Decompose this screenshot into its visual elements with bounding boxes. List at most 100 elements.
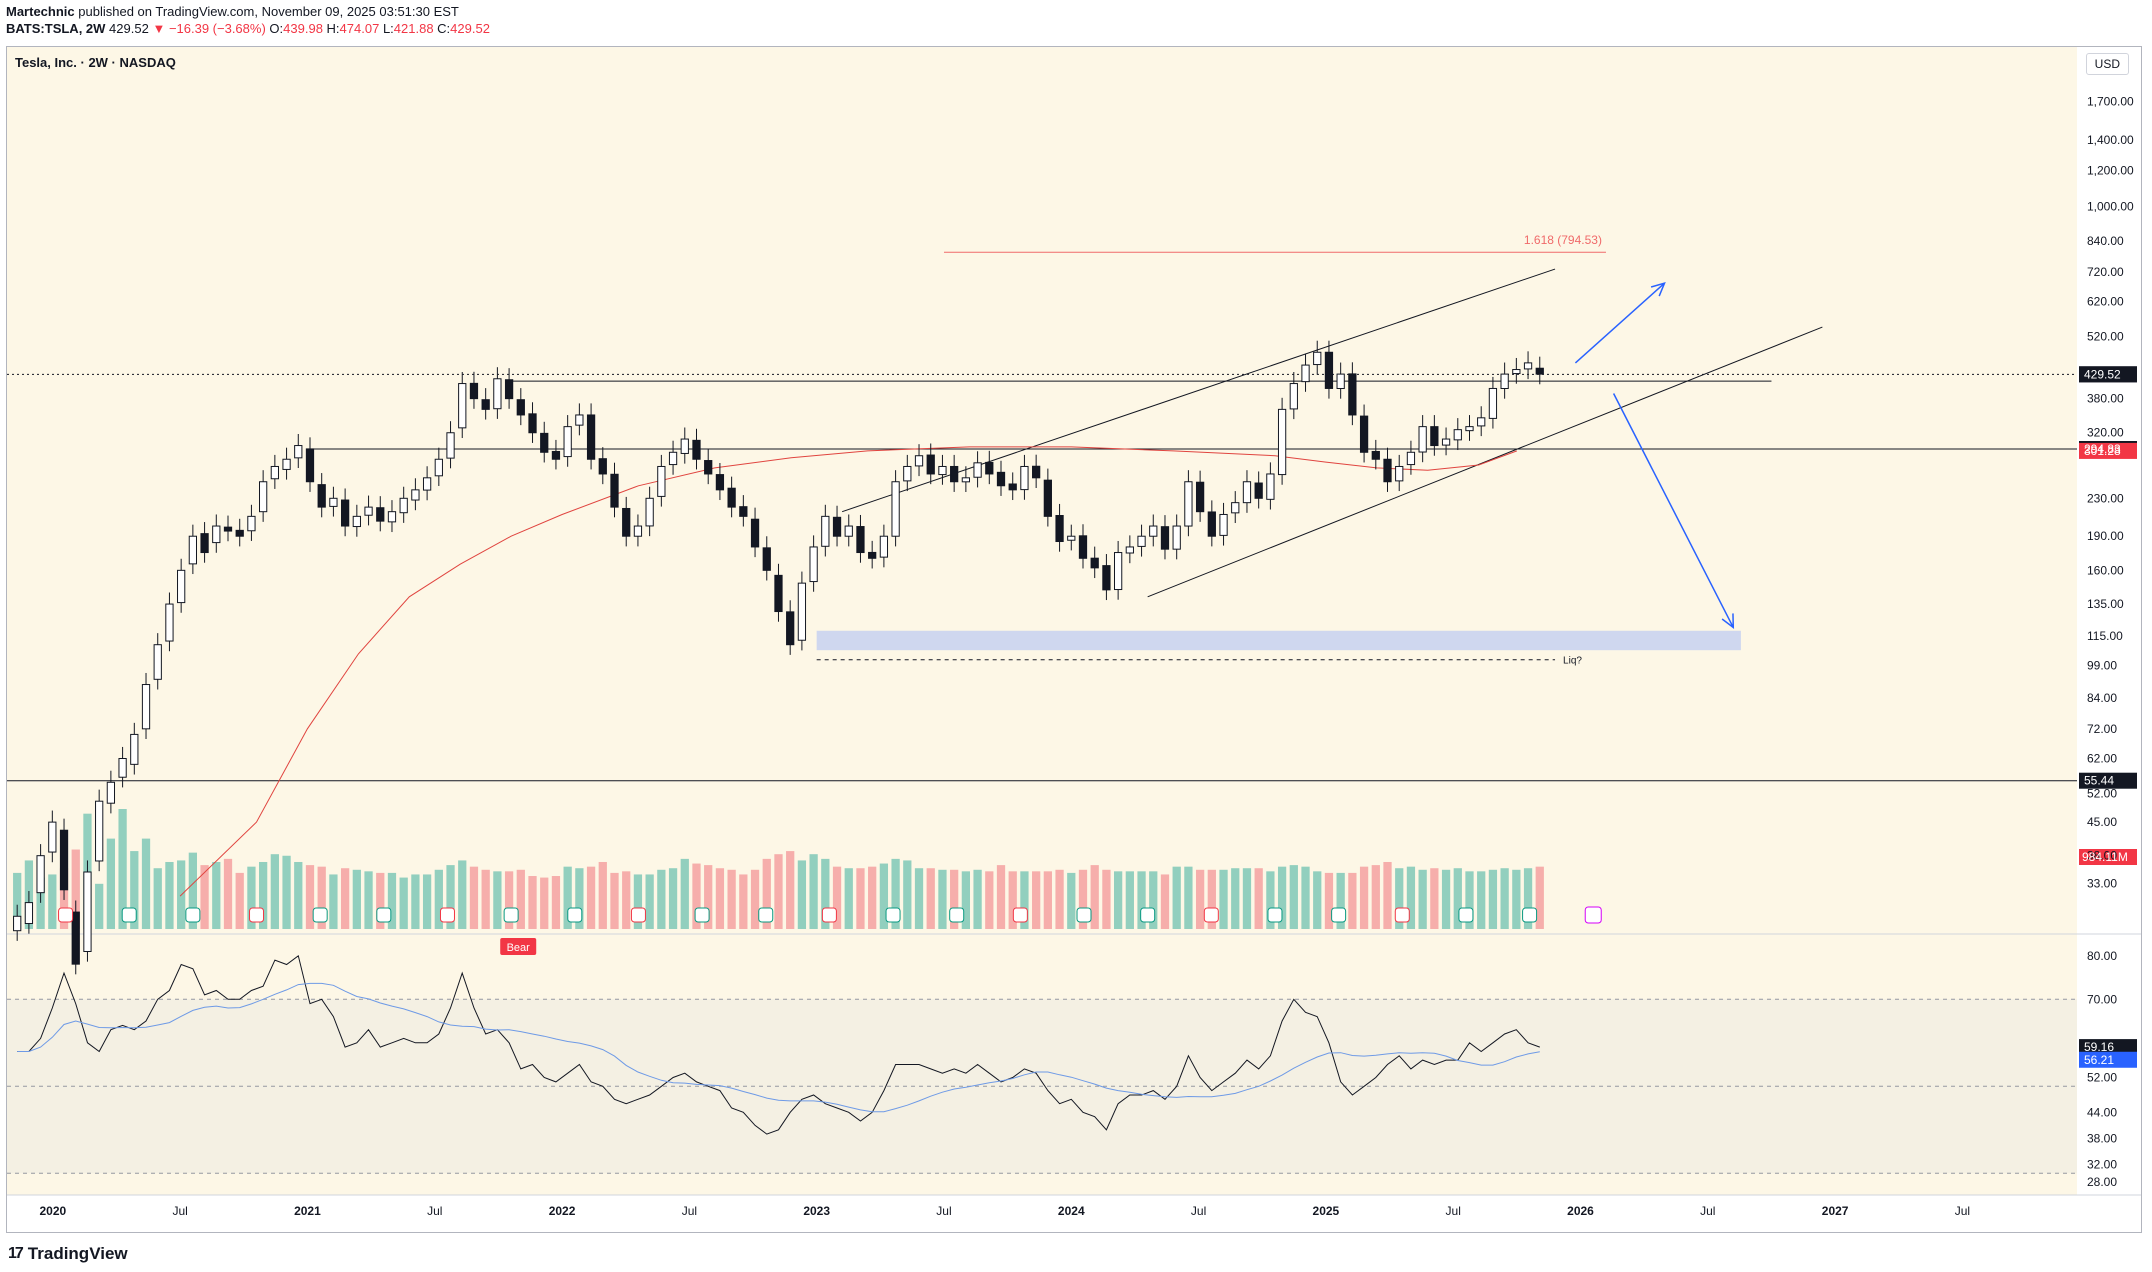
price-change: −16.39 (−3.68%) bbox=[168, 21, 266, 36]
volume-bar bbox=[868, 866, 877, 929]
chart-canvas[interactable]: 1,700.00 1,400.00 1,200.00 1,000.00 840.00 72… bbox=[7, 47, 2141, 1232]
price-tick-label: 38.00 bbox=[2087, 849, 2117, 863]
tradingview-logo[interactable]: 17 TradingView bbox=[8, 1244, 128, 1264]
volume-bar bbox=[1020, 871, 1029, 929]
volume-bar bbox=[1500, 868, 1509, 929]
volume-bar bbox=[739, 874, 748, 929]
candle-body bbox=[598, 458, 607, 475]
price-tick-label: 720.00 bbox=[2087, 265, 2124, 279]
candle-body bbox=[996, 471, 1006, 487]
volume-bar bbox=[1078, 869, 1088, 929]
volume-bar bbox=[1043, 871, 1052, 929]
volume-bar bbox=[1477, 871, 1486, 929]
channel-lower-line bbox=[1147, 326, 1823, 598]
time-axis-label: Jul bbox=[1446, 1204, 1461, 1218]
candle-body bbox=[856, 526, 865, 554]
price-tick-label: 52.00 bbox=[2087, 786, 2117, 800]
quote-line: BATS:TSLA, 2W 429.52 ▼ −16.39 (−3.68%) O… bbox=[6, 21, 490, 36]
time-axis-label: 2024 bbox=[1058, 1204, 1085, 1218]
liquidity-zone bbox=[816, 630, 1741, 651]
candle-body bbox=[493, 378, 502, 410]
candle-body bbox=[1313, 351, 1322, 366]
candle-body bbox=[399, 497, 408, 514]
volume-bar bbox=[598, 861, 607, 929]
chart-title: Tesla, Inc. · 2W · NASDAQ bbox=[15, 55, 176, 70]
candle-body bbox=[1055, 515, 1064, 543]
candle-body bbox=[364, 506, 373, 516]
candle-body bbox=[1008, 483, 1017, 491]
candle-body bbox=[305, 448, 315, 483]
volume-bar bbox=[1289, 865, 1298, 929]
volume-bar bbox=[1008, 871, 1017, 929]
volume-bar bbox=[938, 869, 947, 929]
candle-body bbox=[212, 525, 221, 544]
candle-body bbox=[1336, 373, 1345, 390]
candle-body bbox=[739, 506, 748, 517]
candle-body bbox=[200, 533, 209, 554]
change-down-icon: ▼ bbox=[152, 21, 166, 36]
volume-bar bbox=[1512, 869, 1521, 929]
upcoming-earnings-icon bbox=[1584, 906, 1602, 924]
volume-bar bbox=[1418, 869, 1427, 929]
volume-value-badge bbox=[2079, 849, 2137, 865]
volume-bar bbox=[1371, 865, 1380, 929]
author-name[interactable]: Martechnic bbox=[6, 4, 75, 19]
volume-bar bbox=[809, 854, 818, 929]
publish-date: published on TradingView.com, November 0… bbox=[78, 4, 459, 19]
rsi-line bbox=[17, 954, 1540, 1135]
projection-arrowhead-icon bbox=[1650, 281, 1666, 297]
volume-bar bbox=[1242, 868, 1252, 929]
volume-bar bbox=[188, 852, 197, 929]
candle-body bbox=[575, 414, 584, 426]
rsi-value-badge bbox=[2079, 1039, 2137, 1056]
candle-body bbox=[985, 461, 994, 475]
price-tick-label: 33.00 bbox=[2087, 877, 2117, 891]
earnings-event-icon bbox=[1458, 907, 1474, 923]
candle-body bbox=[1523, 362, 1533, 370]
chart-frame[interactable]: 1,700.00 1,400.00 1,200.00 1,000.00 840.00 72… bbox=[6, 46, 2142, 1233]
candle-body bbox=[223, 526, 233, 532]
projection-arrow-line bbox=[1612, 393, 1734, 628]
volume-bar bbox=[879, 863, 889, 929]
volume-bar bbox=[633, 874, 643, 929]
candle-body bbox=[259, 481, 268, 513]
volume-bar bbox=[1172, 866, 1181, 929]
candle-body bbox=[914, 455, 924, 467]
tradingview-logo-mark: 17 bbox=[8, 1245, 24, 1262]
candle-body bbox=[504, 379, 514, 400]
currency-selector[interactable]: USD bbox=[2085, 53, 2129, 75]
volume-bar bbox=[903, 860, 912, 929]
candle-body bbox=[868, 551, 877, 559]
candle-body bbox=[844, 525, 853, 537]
candle-body bbox=[352, 515, 361, 528]
volume-bar bbox=[294, 861, 303, 929]
volume-bar bbox=[1535, 866, 1544, 929]
volume-bar bbox=[774, 854, 783, 929]
volume-bar bbox=[212, 861, 221, 929]
candle-body bbox=[657, 465, 666, 497]
earnings-event-icon bbox=[249, 907, 265, 923]
volume-bar bbox=[680, 858, 689, 929]
volume-bar bbox=[786, 851, 795, 929]
rsi-tick-label: 70.00 bbox=[2087, 992, 2117, 1006]
candle-body bbox=[1113, 552, 1123, 591]
time-axis-label: 2022 bbox=[549, 1204, 576, 1218]
candle-body bbox=[1125, 546, 1134, 554]
volume-bar bbox=[458, 860, 467, 929]
rsi-tick-label: 32.00 bbox=[2087, 1158, 2117, 1172]
volume-bar bbox=[130, 851, 139, 929]
ma-value-badge bbox=[2079, 442, 2137, 459]
candle-body bbox=[83, 871, 92, 952]
volume-bar bbox=[1324, 872, 1334, 929]
volume-bar bbox=[856, 868, 865, 929]
volume-bar bbox=[200, 865, 209, 929]
price-tick-label: 520.00 bbox=[2087, 329, 2124, 343]
price-tick-label: 84.00 bbox=[2087, 691, 2117, 705]
close-value: 429.52 bbox=[450, 21, 490, 36]
symbol-label[interactable]: BATS:TSLA, 2W bbox=[6, 21, 106, 36]
candle-body bbox=[329, 497, 338, 507]
candle-body bbox=[973, 462, 982, 478]
candle-body bbox=[692, 439, 701, 460]
earnings-event-icon bbox=[376, 907, 392, 923]
volume-bar bbox=[586, 866, 596, 929]
